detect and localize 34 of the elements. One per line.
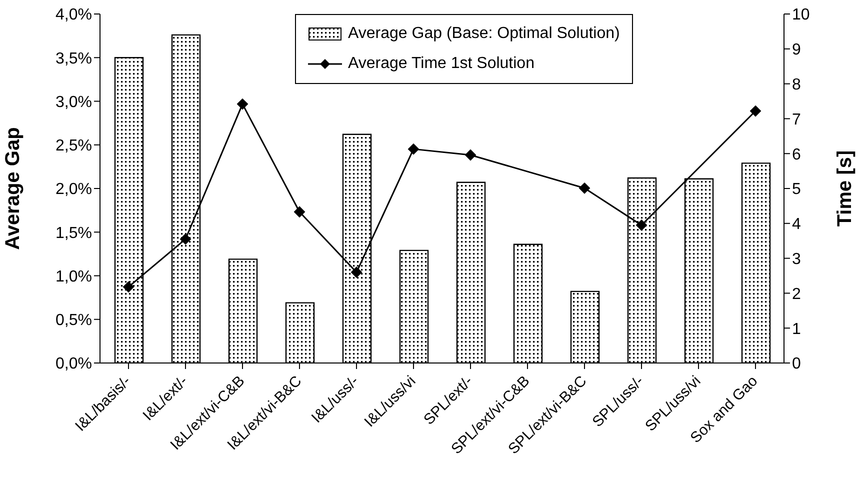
y2-tick-label: 6 — [792, 146, 801, 164]
legend-label: Average Gap (Base: Optimal Solution) — [348, 24, 620, 44]
point — [408, 144, 419, 155]
point — [351, 266, 362, 278]
point — [123, 281, 134, 292]
y-tick-label: 1,0% — [56, 268, 92, 286]
point — [237, 98, 248, 110]
y2-tick-label: 4 — [792, 216, 801, 234]
y-tick-label: 3,0% — [56, 94, 92, 111]
y2-tick-label: 10 — [792, 6, 810, 24]
legend-label: Average Time 1st Solution — [348, 54, 534, 74]
y-tick-label: 2,0% — [56, 181, 92, 198]
point — [180, 234, 191, 245]
y2-tick-label: 1 — [792, 320, 801, 338]
y2-tick-label: 0 — [792, 356, 801, 373]
point — [636, 220, 647, 231]
y2-tick-label: 5 — [792, 181, 801, 198]
point — [579, 182, 590, 194]
y2-tick-label: 2 — [792, 286, 801, 303]
y-tick-label: 2,5% — [56, 138, 92, 155]
y-tick-label: 3,5% — [56, 50, 92, 68]
point — [294, 206, 305, 218]
point — [465, 149, 476, 160]
y2-tick-label: 8 — [792, 76, 801, 94]
y2-tick-label: 7 — [792, 111, 801, 128]
y-tick-label: 0,5% — [56, 312, 92, 330]
y-tick-label: 4,0% — [56, 6, 92, 24]
y-tick-label: 0,0% — [56, 356, 92, 373]
y2-axis-title: Time [s] — [834, 150, 856, 227]
point — [750, 106, 761, 117]
y2-tick-label: 9 — [792, 42, 801, 59]
y-tick-label: 1,5% — [56, 224, 92, 242]
y-axis-title: Average Gap — [2, 127, 24, 250]
y2-tick-label: 3 — [792, 250, 801, 268]
